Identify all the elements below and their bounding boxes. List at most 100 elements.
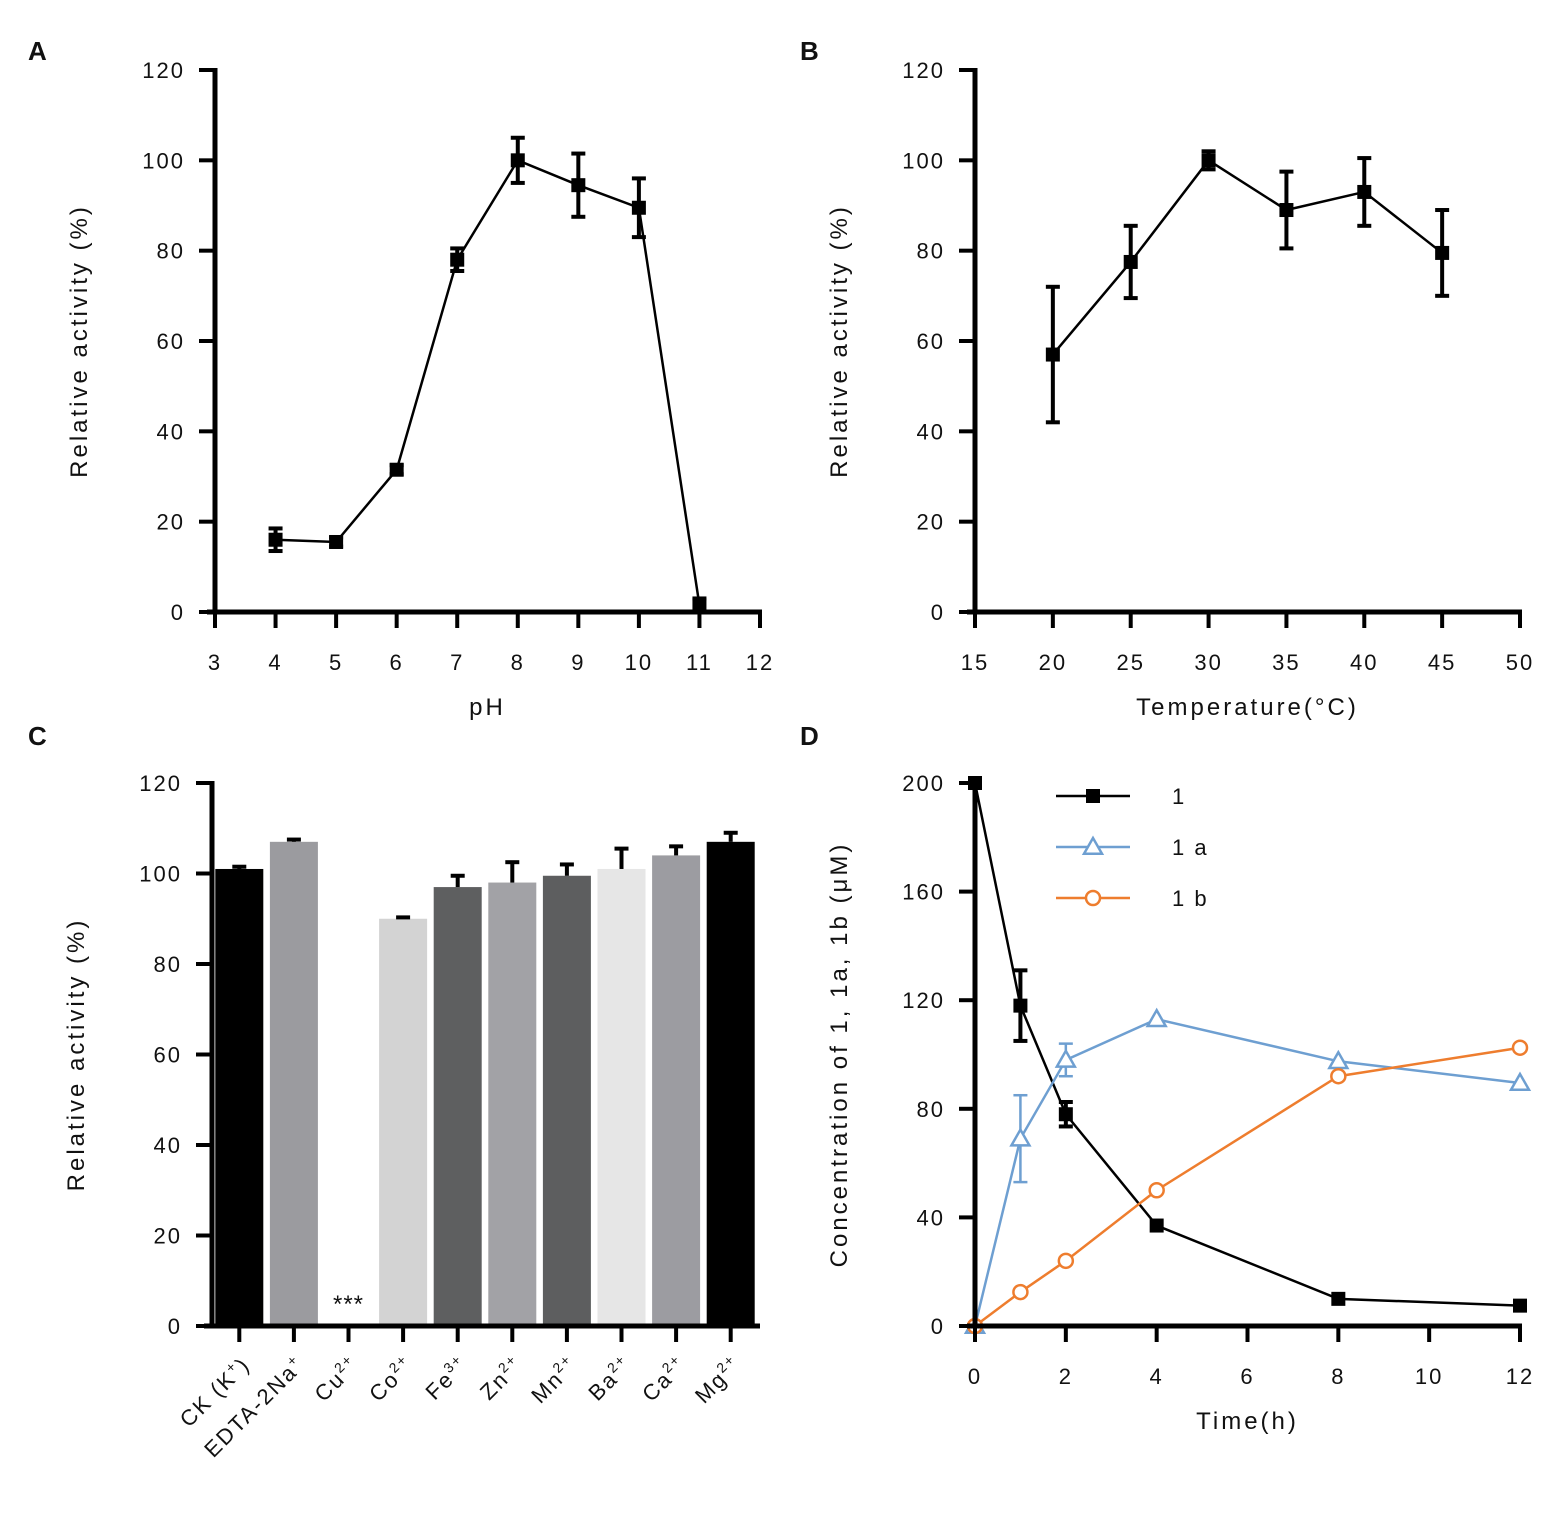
panel-d-series-3-point <box>1057 1252 1075 1270</box>
panel-d-series-1-point <box>1513 1298 1527 1313</box>
panel-a-x-tick-label: 3 <box>208 650 222 675</box>
panel-b-x-tick-label: 25 <box>1116 650 1144 675</box>
panel-a-series-1-point <box>389 462 404 477</box>
panel-d-series-1-line <box>973 782 1521 1307</box>
panel-d-legend-1-point <box>1086 789 1100 803</box>
panel-b-x-tick-label: 50 <box>1506 650 1534 675</box>
panel-c-bar <box>706 841 755 1326</box>
panel-c-y-tick-label: 80 <box>154 952 182 977</box>
panel-a-series-1-point <box>692 598 707 613</box>
panel-c-category-label: Cu2+ <box>308 1350 364 1406</box>
panel-c-category-label: Co2+ <box>363 1350 419 1406</box>
panel-d-series-2-point <box>1508 1071 1532 1092</box>
panel-b-y-tick-label: 80 <box>917 239 945 264</box>
panel-b-x-tick-label: 45 <box>1428 650 1456 675</box>
panel-c-bar <box>597 868 646 1326</box>
panel-a-x-tick-label: 9 <box>571 650 585 675</box>
panel-d-series-3-point <box>1511 1039 1529 1056</box>
panel-b-series-1-point <box>1045 347 1060 362</box>
panel-c-category-label: Mg2+ <box>689 1350 747 1408</box>
panel-d-series-3-point <box>1330 1067 1347 1085</box>
panel-a-x-axis-title: pH <box>469 694 506 721</box>
panel-d-y-tick-label: 200 <box>902 771 945 796</box>
panel-a-y-axis-title: Relative activity (%) <box>66 204 93 478</box>
panel-d-y-tick-label: 80 <box>917 1097 945 1122</box>
panel-d-x-tick-label: 2 <box>1059 1364 1073 1389</box>
panel-c-label: C <box>28 721 47 751</box>
panel-d-x-tick-label: 4 <box>1150 1364 1164 1389</box>
panel-b-x-tick-label: 40 <box>1350 650 1378 675</box>
panel-a-y-tick-label: 0 <box>171 600 185 625</box>
panel-a-y-tick-label: 120 <box>142 58 185 83</box>
panel-d-x-tick-label: 10 <box>1415 1364 1443 1389</box>
panel-c-category-label: Zn2+ <box>474 1350 528 1404</box>
panel-c-y-tick-label: 120 <box>139 771 182 796</box>
panel-a-y-tick-label: 40 <box>157 419 185 444</box>
panel-a-y-tick-label: 80 <box>157 239 185 264</box>
panel-a-y-tick-label: 20 <box>157 510 185 535</box>
panel-a-series-1-point <box>450 252 465 267</box>
panel-a: A 0 20 40 60 80 100 120 3 4 5 6 7 8 9 10 11 12 pH Relative… <box>28 36 774 721</box>
panel-d-series-2-point <box>1145 1007 1168 1028</box>
panel-b-series-1-point <box>1279 203 1294 218</box>
panel-b-series-1-point <box>1123 254 1138 269</box>
panel-d-x-tick-label: 6 <box>1240 1364 1254 1389</box>
panel-b: B 0 20 40 60 80 100 120 15 20 25 30 35 40 45 50 Tempera… <box>800 36 1534 721</box>
panel-d-label: D <box>800 721 819 751</box>
panel-d-series-3-point <box>1012 1283 1029 1301</box>
panel-a-x-tick-label: 8 <box>511 650 525 675</box>
panel-d-y-tick-label: 0 <box>931 1314 945 1339</box>
panel-a-x-tick-label: 6 <box>390 650 404 675</box>
panel-d-x-tick-label: 0 <box>968 1364 982 1389</box>
panel-b-y-tick-label: 120 <box>902 58 945 83</box>
panel-c-category-label: Mn2+ <box>525 1350 583 1408</box>
panel-d-legend-1-label: 1 <box>1172 784 1186 809</box>
panel-c-bar <box>269 841 318 1326</box>
panel-d-y-axis-title: Concentration of 1, 1a, 1b (μM) <box>826 842 853 1268</box>
panel-d-x-tick-label: 8 <box>1331 1364 1345 1389</box>
panel-c-y-tick-label: 100 <box>139 862 182 887</box>
panel-b-x-axis-title: Temperature(°C) <box>1136 694 1359 721</box>
panel-b-series-1-line <box>1051 158 1443 356</box>
panel-a-series-1-point <box>510 153 525 168</box>
panel-a-series-1-line <box>275 158 701 606</box>
panel-a-y-tick-label: 100 <box>142 148 185 173</box>
panel-c-bar <box>542 875 591 1326</box>
panel-a-x-tick-label: 7 <box>450 650 464 675</box>
panel-d-legend-2-label: 1 a <box>1172 835 1209 860</box>
panel-d-y-tick-label: 160 <box>902 880 945 905</box>
panel-b-series-1-point <box>1357 184 1372 199</box>
panel-b-y-tick-label: 20 <box>917 510 945 535</box>
panel-c-y-tick-label: 0 <box>168 1314 182 1339</box>
panel-d-y-tick-label: 40 <box>917 1205 945 1230</box>
panel-b-x-tick-label: 30 <box>1194 650 1222 675</box>
panel-b-label: B <box>800 36 819 66</box>
panel-b-y-tick-label: 60 <box>917 329 945 354</box>
panel-a-x-tick-label: 10 <box>625 650 653 675</box>
panel-b-series-1-point <box>1435 245 1450 260</box>
panel-a-series-1-point <box>329 534 344 549</box>
panel-d-legend-3-label: 1 b <box>1172 886 1209 911</box>
panel-d-legend-3-point <box>1084 889 1102 907</box>
panel-a-series-1-point <box>571 178 586 193</box>
panel-a-x-tick-label: 11 <box>686 650 713 675</box>
panel-c-bar <box>433 887 482 1326</box>
panel-d-series-3-point <box>1148 1182 1165 1199</box>
panel-c-category-label: Ca2+ <box>636 1350 692 1406</box>
panel-d-series-1-point <box>1058 1107 1073 1122</box>
panel-c-y-tick-label: 60 <box>154 1043 182 1068</box>
panel-d-y-tick-label: 120 <box>902 988 945 1013</box>
panel-a-series-1-point <box>631 200 646 215</box>
panel-c-significance-label: *** <box>333 1291 364 1318</box>
panel-b-x-tick-label: 15 <box>961 650 989 675</box>
panel-a-x-tick-label: 5 <box>329 650 343 675</box>
panel-a-label: A <box>28 36 47 66</box>
panel-a-series-1-point <box>268 532 283 547</box>
panel-a-x-tick-label: 12 <box>746 650 774 675</box>
panel-d-series-3-line <box>974 1046 1521 1328</box>
panel-c-bar <box>379 918 428 1326</box>
panel-b-y-axis-title: Relative activity (%) <box>826 204 853 478</box>
panel-c-bar <box>488 882 537 1326</box>
